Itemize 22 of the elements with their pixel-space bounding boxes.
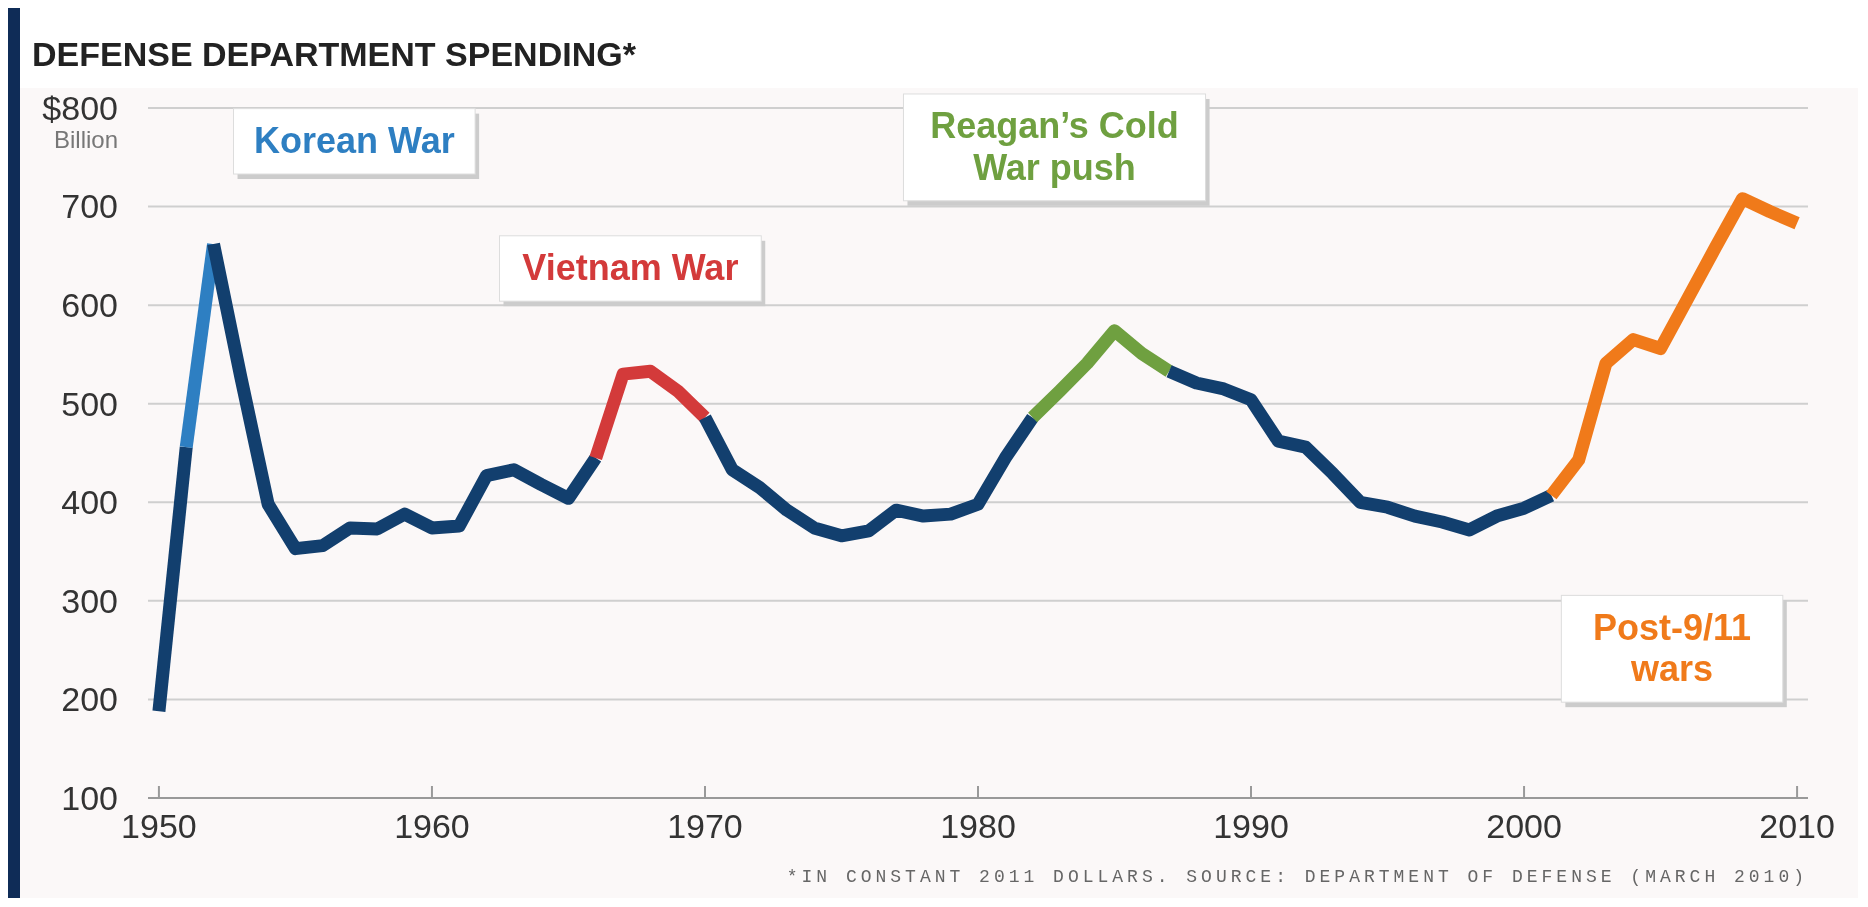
chart-title: DEFENSE DEPARTMENT SPENDING* xyxy=(32,35,637,73)
y-tick-label: 500 xyxy=(61,384,118,423)
x-tick-label: 1990 xyxy=(1213,807,1289,845)
y-axis-title: Billion xyxy=(53,126,118,153)
y-tick-label: 100 xyxy=(61,778,118,817)
y-tick-label: $800 xyxy=(42,88,118,127)
x-tick-label: 1980 xyxy=(940,807,1016,845)
x-tick-label: 2010 xyxy=(1759,807,1835,845)
text: Post-9/11 wars xyxy=(1593,606,1752,690)
x-tick-label: 1970 xyxy=(667,807,743,845)
y-tick-label: 600 xyxy=(61,286,118,325)
y-tick-label: 400 xyxy=(61,483,118,522)
x-tick-label: 1950 xyxy=(121,807,197,845)
x-tick-label: 2000 xyxy=(1486,807,1562,845)
x-tick-label: 1960 xyxy=(394,807,470,845)
text: Reagan’s Cold War push xyxy=(930,105,1179,188)
text: Korean War xyxy=(253,120,455,162)
y-tick-label: 700 xyxy=(61,187,118,226)
y-tick-label: 200 xyxy=(61,680,118,719)
text: *IN CONSTANT 2011 DOLLARS. SOURCE: DEPARTMENT OF DEFENSE (MARCH 2010) xyxy=(786,867,1808,887)
text: Vietnam War xyxy=(522,247,739,289)
y-tick-label: 300 xyxy=(61,581,118,620)
